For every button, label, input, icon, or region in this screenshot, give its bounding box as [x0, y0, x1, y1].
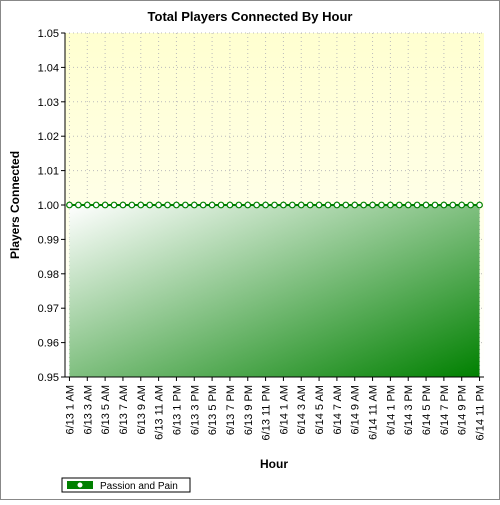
- marker: [92, 201, 100, 209]
- marker: [378, 201, 385, 209]
- y-tick-label: 1.00: [38, 200, 59, 212]
- y-tick-label: 1.05: [38, 28, 59, 40]
- marker: [324, 201, 332, 209]
- marker: [333, 201, 341, 209]
- marker: [351, 201, 359, 209]
- marker: [395, 201, 403, 209]
- marker: [181, 201, 189, 209]
- x-tick-label: 6/13 7 AM: [118, 385, 130, 435]
- marker: [119, 201, 127, 209]
- x-tick-label: 6/13 11 PM: [261, 385, 273, 440]
- marker: [110, 201, 118, 209]
- marker: [369, 201, 376, 209]
- y-tick-label: 1.01: [38, 166, 59, 178]
- marker: [280, 201, 287, 209]
- x-tick-label: 6/14 7 AM: [332, 385, 344, 435]
- x-tick-label: 6/13 5 PM: [207, 385, 219, 435]
- x-tick-label: 6/13 7 PM: [225, 385, 237, 435]
- marker: [360, 201, 368, 209]
- marker: [431, 201, 439, 209]
- marker: [476, 201, 483, 209]
- y-tick-label: 0.99: [38, 234, 59, 246]
- marker: [66, 201, 73, 209]
- marker: [137, 201, 145, 209]
- marker: [413, 201, 421, 209]
- x-tick-label: 6/14 11 AM: [368, 385, 380, 440]
- marker: [288, 201, 296, 209]
- x-tick-label: 6/14 11 PM: [475, 385, 487, 440]
- x-tick-label: 6/13 11 AM: [154, 385, 166, 440]
- legend-marker: [76, 481, 84, 489]
- marker: [173, 201, 180, 209]
- y-tick-label: 0.98: [38, 269, 59, 281]
- x-tick-label: 6/14 1 PM: [385, 385, 397, 435]
- x-tick-label: 6/13 3 PM: [189, 385, 201, 435]
- x-tick-label: 6/14 7 PM: [439, 385, 451, 435]
- x-tick-label: 6/14 1 AM: [278, 385, 290, 435]
- marker: [199, 201, 207, 209]
- x-tick-label: 6/14 3 AM: [296, 385, 308, 435]
- marker: [262, 201, 269, 209]
- marker: [226, 201, 234, 209]
- marker: [342, 201, 350, 209]
- marker: [271, 201, 278, 209]
- marker: [458, 201, 466, 209]
- x-tick-label: 6/13 1 PM: [171, 385, 183, 435]
- legend-label: Passion and Pain: [100, 481, 178, 492]
- x-tick-label: 6/13 3 AM: [82, 385, 94, 435]
- marker: [244, 201, 252, 209]
- x-axis-label: Hour: [260, 457, 288, 471]
- y-tick-label: 0.97: [38, 303, 59, 315]
- marker: [297, 201, 305, 209]
- marker: [235, 201, 243, 209]
- x-tick-label: 6/13 5 AM: [100, 385, 112, 435]
- marker: [74, 201, 82, 209]
- marker: [128, 201, 136, 209]
- y-tick-label: 0.95: [38, 372, 59, 384]
- x-tick-label: 6/13 9 AM: [136, 385, 148, 435]
- marker: [306, 201, 314, 209]
- x-tick-label: 6/14 3 PM: [403, 385, 415, 435]
- marker: [190, 201, 198, 209]
- x-tick-label: 6/14 9 PM: [457, 385, 469, 435]
- x-tick-label: 6/14 5 PM: [421, 385, 433, 435]
- y-tick-label: 1.03: [38, 97, 59, 109]
- marker: [164, 201, 171, 209]
- y-axis-label: Players Connected: [8, 151, 22, 259]
- marker: [83, 201, 91, 209]
- marker: [101, 201, 109, 209]
- marker: [449, 201, 457, 209]
- legend: [61, 477, 191, 493]
- area: [69, 205, 480, 377]
- marker: [404, 201, 412, 209]
- marker: [253, 201, 261, 209]
- marker: [208, 201, 216, 209]
- y-tick-label: 1.04: [38, 62, 59, 74]
- chart-title: Total Players Connected By Hour: [148, 9, 353, 24]
- marker: [315, 201, 323, 209]
- y-tick-label: 1.02: [38, 131, 59, 143]
- marker: [146, 201, 154, 209]
- marker: [155, 201, 163, 209]
- marker: [386, 201, 394, 209]
- x-tick-label: 6/14 5 AM: [314, 385, 326, 435]
- marker: [440, 201, 448, 209]
- marker: [422, 201, 430, 209]
- marker: [217, 201, 225, 209]
- x-tick-label: 6/13 9 PM: [243, 385, 255, 435]
- x-tick-label: 6/14 9 AM: [350, 385, 362, 435]
- y-tick-label: 0.96: [38, 338, 59, 350]
- marker: [467, 201, 475, 209]
- x-tick-label: 6/13 1 AM: [64, 385, 76, 435]
